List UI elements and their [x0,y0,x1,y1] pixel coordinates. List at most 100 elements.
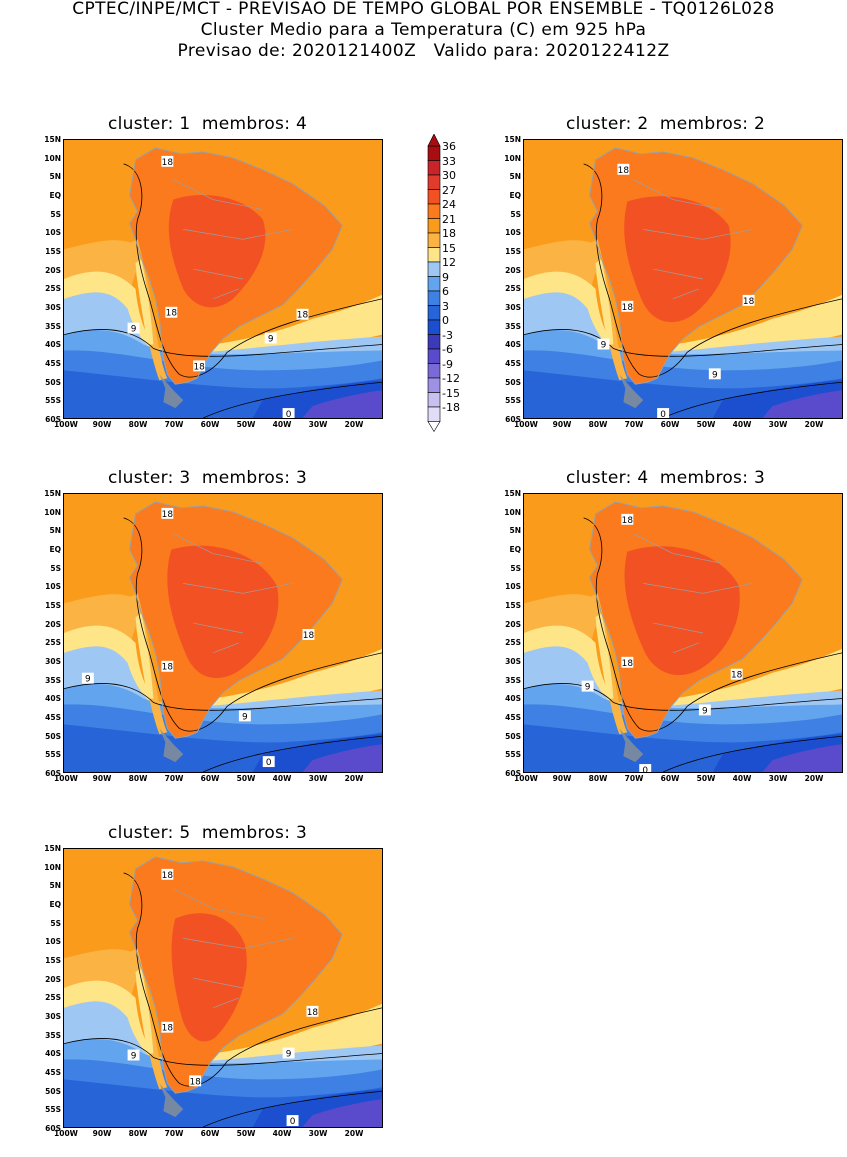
x-tick-label: 50W [236,420,256,429]
contour-label: 0 [286,1115,299,1127]
svg-text:18: 18 [618,166,630,176]
colorbar-level-label: -6 [442,343,453,356]
header-line-3: Previsao de: 2020121400Z Valido para: 20… [177,41,670,61]
contour-label: 0 [639,764,652,772]
y-tick-label: 10N [44,862,61,872]
map-panel-3: 18 18 18 9 9 0 [63,493,383,773]
y-tick-label: 5S [50,209,61,219]
x-tick-label: 40W [272,420,292,429]
y-tick-label: 45S [505,359,521,368]
y-tick-label: 55S [45,396,61,406]
contour-label: 9 [81,672,94,685]
svg-text:9: 9 [601,341,607,351]
y-tick-label: 15S [45,956,61,965]
x-tick-label: 20W [344,420,364,429]
x-tick-label: 40W [272,1129,292,1138]
colorbar-cell [427,363,441,379]
y-tick-label: 50S [505,377,521,387]
contour-label: 18 [302,629,314,641]
colorbar-cell [427,218,441,234]
y-tick-label: 45S [505,713,521,722]
colorbar-cell [427,189,441,205]
svg-text:9: 9 [131,1051,137,1061]
y-tick-label: 35S [45,321,61,331]
y-tick-label: 50S [505,731,521,741]
y-tick-label: 25S [45,638,61,648]
y-tick-label: 15S [505,247,521,256]
y-tick-label: 30S [45,303,61,312]
colorbar-cell [427,290,441,306]
colorbar-cell [427,174,441,190]
y-tick-label: 55S [505,396,521,406]
svg-text:18: 18 [731,671,743,681]
colorbar-cell [427,145,441,161]
contour-label: 18 [621,300,633,313]
svg-text:0: 0 [642,766,648,772]
svg-text:18: 18 [166,309,178,319]
colorbar-level-label: 30 [442,169,456,182]
colorbar-level-label: 24 [442,198,456,211]
contour-label: 18 [161,1021,173,1034]
x-tick-label: 50W [696,774,716,783]
x-tick-label: 100W [54,420,78,429]
x-tick-label: 70W [164,420,184,429]
x-tick-label: 30W [768,420,788,429]
svg-text:18: 18 [193,362,205,372]
y-tick-label: 35S [505,321,521,331]
contour-label: 9 [708,368,721,380]
contour-label: 0 [262,756,275,768]
y-tick-label: 10N [504,153,521,163]
colorbar-level-label: -12 [442,372,460,385]
colorbar-level-label: 18 [442,227,456,240]
x-tick-label: 40W [732,774,752,783]
x-tick-label: 90W [92,774,112,783]
header-line-2: Cluster Medio para a Temperatura (C) em … [200,20,647,40]
svg-text:18: 18 [162,871,174,881]
colorbar-cell [427,247,441,263]
colorbar-level-label: 27 [442,183,456,197]
x-tick-label: 60W [660,774,680,783]
colorbar-level-label: -9 [442,357,453,371]
svg-text:9: 9 [702,706,708,716]
colorbar-level-label: 33 [442,154,456,168]
x-tick-label: 90W [552,420,572,429]
y-tick-label: 55S [45,1105,61,1115]
colorbar-level-label: 9 [442,270,449,284]
svg-text:9: 9 [585,683,591,693]
colorbar-cell [427,305,441,321]
colorbar-cell [427,160,441,176]
y-tick-label: 15N [44,489,61,498]
contour-label: 18 [189,1075,201,1087]
contour-label: 18 [730,668,743,681]
colorbar-level-label: -15 [442,386,460,400]
map-svg-4: 18 18 18 9 9 0 [524,494,842,772]
colorbar-cell [427,261,441,277]
y-tick-label: 15S [45,247,61,256]
y-tick-label: 5N [49,881,62,891]
svg-text:9: 9 [286,1050,292,1060]
contour-label: 9 [282,1047,295,1060]
svg-text:9: 9 [131,325,137,335]
y-tick-label: 40S [45,340,61,350]
svg-text:9: 9 [242,712,248,722]
contour-label: 18 [161,507,174,520]
x-tick-label: 80W [128,774,148,783]
contour-label: 18 [296,308,309,321]
x-tick-label: 20W [344,774,364,783]
y-tick-label: 10S [45,582,61,592]
svg-text:18: 18 [162,510,174,520]
y-tick-label: 25S [45,284,61,294]
contour-label: 9 [238,710,251,722]
contour-label: 9 [698,704,711,716]
colorbar-cell [427,348,441,364]
colorbar-cell [427,377,441,393]
colorbar-level-label: 12 [442,256,456,269]
y-tick-label: 40S [505,340,521,350]
y-tick-label: 30S [505,657,521,666]
svg-text:18: 18 [297,311,309,321]
contour-label: 9 [264,332,277,345]
panel-title-1: cluster: 1 membros: 4 [108,114,308,134]
x-tick-label: 50W [696,420,716,429]
y-tick-label: 20S [45,619,61,629]
colorbar-cell [427,334,441,350]
